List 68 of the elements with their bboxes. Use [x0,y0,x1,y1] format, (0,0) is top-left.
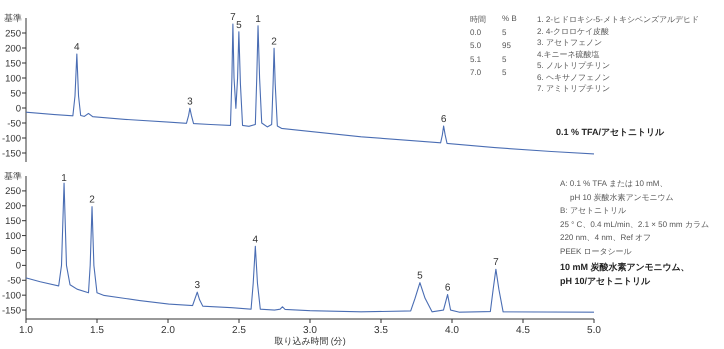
annotation: 5 [502,54,506,64]
annotation: 6 [444,282,451,294]
annotation: 2 [89,194,96,206]
x-tick-label: 5.0 [587,325,602,336]
annotation: pH 10 炭酸水素アンモニウム [570,192,674,202]
annotation: 5.0 [470,41,482,50]
annotation: B: アセトニトリル [560,205,626,216]
annotation: 時間 [470,14,486,25]
x-tick-label: 1.5 [90,325,104,336]
x-tick-label: 4.5 [516,325,530,336]
annotation: 0.0 [470,28,482,36]
annotation: 220 nm、4 nm、Ref オフ [560,232,652,243]
annotation: 95 [502,41,511,50]
x-tick-label: 2.5 [232,325,246,336]
x-tick-label: 3.5 [374,325,388,336]
text: 0.1 % TFA/アセトニトリル [556,126,666,139]
annotation: 5.1 [470,54,482,64]
y-tick-label: 250 [5,28,21,40]
annotation: 7.0 [470,68,482,77]
y-tick-label: -50 [7,118,21,130]
annotation: 4 [252,234,259,246]
x-tick-label: 3.0 [303,325,318,336]
annotation: 2 [271,36,278,48]
y-tick-label: -50 [7,276,21,287]
y-tick-label: -100 [2,133,21,144]
annotation: 1. 2-ヒドロキシ-5-メトキシベンズアルデヒド [537,14,699,25]
annotation: 7 [230,12,236,23]
annotation: 4.キニーネ硫酸塩 [537,48,600,60]
x-tick-label: 4.0 [445,325,460,336]
y-tick-label: 0 [16,260,21,272]
annotation: 3 [194,280,200,292]
annotation: PEEK ロータシール [560,246,632,256]
y-axis-title: 基準 [4,13,22,23]
x-axis-title: 取り込み時間 (分) [274,336,346,346]
annotation: % B [502,14,517,23]
annotation: 25 ° C、0.4 mL/min、2.1 × 50 mm カラム [560,218,709,230]
annotation: 6. ヘキサノフェノン [537,72,610,82]
y-tick-label: 100 [5,73,21,84]
annotation: 3 [187,96,194,108]
y-tick-label: 100 [5,230,21,242]
annotation: 2. 4-クロロケイ皮酸 [537,26,610,36]
annotation: 5 [502,68,506,77]
annotation: 4 [74,42,80,53]
annotation: 5 [236,20,242,31]
x-tick-label: 1.0 [19,325,34,336]
annotation: 1 [255,14,262,25]
annotation: 7. アミトリプチリン [537,83,610,94]
text: 10 mM 炭酸水素アンモニウム、pH 10/アセトニトリル [560,261,691,288]
y-tick-label: -150 [2,148,21,160]
y-tick-label: 200 [5,43,21,54]
annotation: 5 [417,270,424,282]
x-tick-label: 2.0 [161,325,176,336]
y-tick-label: -150 [2,305,21,316]
annotation: 6 [440,114,447,125]
y-tick-label: 50 [10,246,21,257]
annotation: 7 [493,257,500,268]
annotation: 5 [502,28,506,36]
y-tick-label: 150 [5,58,21,70]
y-tick-label: -100 [2,290,21,302]
y-tick-label: 200 [5,201,21,212]
annotation: 1 [61,173,68,184]
y-tick-label: 0 [16,103,21,114]
y-tick-label: 250 [5,186,21,198]
annotation: A: 0.1 % TFA または 10 mM、 [560,178,668,189]
y-tick-label: 50 [10,88,21,100]
y-tick-label: 150 [5,216,21,227]
annotation: 3. アセトフェノン [537,37,602,48]
annotation: 5. ノルトリプチリン [537,60,610,71]
